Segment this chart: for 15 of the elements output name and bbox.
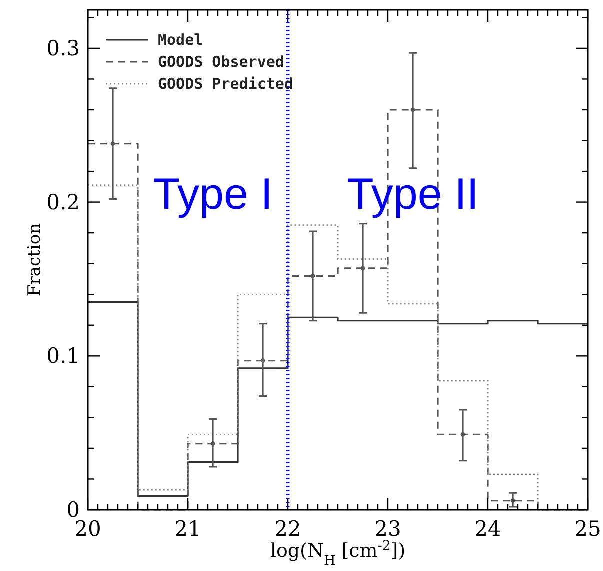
legend-label: Model bbox=[158, 31, 204, 49]
x-tick-label: 25 bbox=[574, 517, 602, 541]
x-tick-label: 22 bbox=[274, 517, 302, 541]
legend-label: GOODS Predicted bbox=[158, 75, 294, 93]
legend-label: GOODS Observed bbox=[158, 53, 284, 71]
y-tick-label: 0.3 bbox=[46, 36, 80, 60]
y-axis-title: Fraction bbox=[25, 223, 45, 297]
annotation: Type I bbox=[153, 170, 273, 219]
annotation: Type II bbox=[346, 170, 480, 219]
x-tick-label: 21 bbox=[174, 517, 202, 541]
x-tick-label: 23 bbox=[374, 517, 402, 541]
x-tick-label: 24 bbox=[474, 517, 502, 541]
x-axis-title: log(N$_{H}$ [cm$^{-2}$]) bbox=[270, 538, 406, 568]
y-tick-label: 0.1 bbox=[46, 344, 80, 368]
y-tick-label: 0.2 bbox=[46, 190, 80, 214]
